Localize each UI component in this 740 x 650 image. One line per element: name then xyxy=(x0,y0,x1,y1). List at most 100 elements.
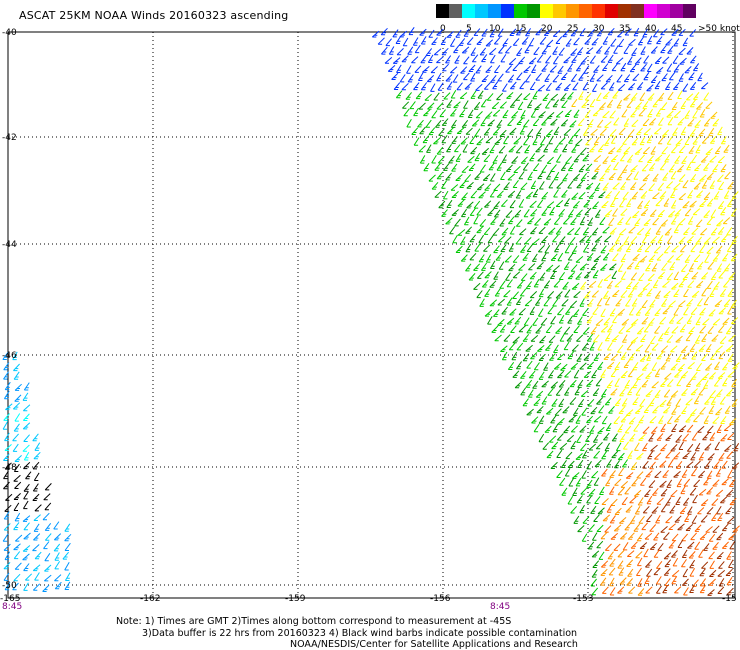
wind-barb xyxy=(553,126,560,135)
wind-barb xyxy=(507,74,515,83)
wind-barb xyxy=(500,244,507,253)
wind-barb xyxy=(725,344,734,352)
wind-barb xyxy=(724,263,731,272)
wind-barb xyxy=(609,515,616,524)
wind-barb xyxy=(612,289,620,297)
wind-barb xyxy=(512,291,519,299)
wind-barb xyxy=(602,156,609,164)
wind-barb xyxy=(430,83,436,92)
wind-barb xyxy=(671,101,678,110)
wind-barb xyxy=(633,489,642,497)
colorbar-segment xyxy=(540,4,553,18)
wind-barb xyxy=(583,65,590,74)
wind-barb xyxy=(604,397,612,406)
wind-barb xyxy=(543,143,549,153)
wind-barb xyxy=(697,425,705,433)
wind-barb xyxy=(723,424,732,431)
wind-barb xyxy=(724,444,732,452)
wind-barb xyxy=(549,65,557,73)
wind-barb xyxy=(662,307,670,315)
wind-barb xyxy=(617,30,625,38)
wind-barb xyxy=(626,342,634,351)
wind-barb xyxy=(706,487,714,495)
wind-barb xyxy=(594,235,603,243)
wind-barb xyxy=(64,533,72,542)
wind-barb xyxy=(420,36,427,45)
wind-barb xyxy=(489,144,496,154)
wind-barb xyxy=(595,92,602,101)
wind-barb xyxy=(470,47,477,56)
wind-barb xyxy=(657,542,664,551)
wind-barb xyxy=(649,542,657,550)
wind-barb xyxy=(661,262,668,271)
wind-barb xyxy=(709,560,715,569)
wind-barb xyxy=(690,388,699,396)
wind-barb xyxy=(653,246,661,254)
wind-barb xyxy=(473,200,481,209)
wind-barb xyxy=(12,433,19,442)
wind-barb xyxy=(664,227,672,236)
wind-barb xyxy=(567,351,574,360)
wind-barb xyxy=(624,379,631,389)
wind-barb xyxy=(612,182,620,190)
wind-barb xyxy=(615,57,624,65)
wind-barb xyxy=(645,371,653,379)
wind-barb xyxy=(655,514,661,524)
wind-barb xyxy=(14,534,23,542)
wind-barb xyxy=(634,147,643,155)
wind-barb xyxy=(724,171,731,180)
wind-barb xyxy=(621,318,630,326)
wind-barb xyxy=(527,171,533,181)
wind-barb xyxy=(550,164,557,172)
wind-barb xyxy=(604,296,611,306)
wind-barb xyxy=(694,524,702,532)
colorbar-label: 40 xyxy=(645,24,657,34)
wind-barb xyxy=(431,37,438,45)
wind-barb xyxy=(643,200,651,209)
wind-barb xyxy=(727,432,735,440)
wind-barb xyxy=(727,181,734,190)
wind-barb xyxy=(561,299,569,307)
wind-barb xyxy=(455,29,462,38)
wind-barb xyxy=(461,119,469,128)
wind-barb xyxy=(651,263,658,272)
wind-barb xyxy=(593,514,600,522)
wind-barb xyxy=(631,478,638,487)
wind-barb xyxy=(579,28,586,37)
wind-barb xyxy=(475,65,482,74)
wind-barb xyxy=(552,99,559,108)
wind-barb xyxy=(656,253,664,261)
colorbar-segment xyxy=(436,4,449,18)
wind-barb xyxy=(529,291,538,299)
wind-barb xyxy=(608,486,615,495)
wind-barb xyxy=(630,541,638,549)
colorbar-segment xyxy=(527,4,540,18)
wind-barb xyxy=(511,351,518,361)
wind-barb xyxy=(665,433,673,441)
wind-barb xyxy=(546,39,554,47)
wind-barb xyxy=(525,191,534,199)
wind-barb xyxy=(701,373,710,380)
wind-barb xyxy=(673,64,680,73)
colorbar-segment xyxy=(566,4,579,18)
footnote-line-3: NOAA/NESDIS/Center for Satellite Applica… xyxy=(290,639,578,650)
wind-barb xyxy=(512,180,519,188)
wind-barb xyxy=(431,181,439,190)
wind-barb xyxy=(530,180,537,189)
wind-barb xyxy=(694,335,701,344)
wind-barb xyxy=(525,379,533,388)
wind-barb xyxy=(608,217,615,226)
wind-barb xyxy=(651,381,659,389)
wind-barb xyxy=(529,153,536,162)
wind-barb xyxy=(678,236,686,244)
wind-barb xyxy=(438,200,446,209)
wind-barb xyxy=(652,487,659,496)
wind-barb xyxy=(731,378,738,388)
wind-barb xyxy=(541,164,548,173)
wind-barb xyxy=(518,325,526,333)
wind-barb xyxy=(500,54,507,63)
wind-barb xyxy=(433,137,441,145)
wind-barb xyxy=(476,290,483,299)
colorbar-segment xyxy=(644,4,657,18)
wind-barb xyxy=(670,170,677,180)
